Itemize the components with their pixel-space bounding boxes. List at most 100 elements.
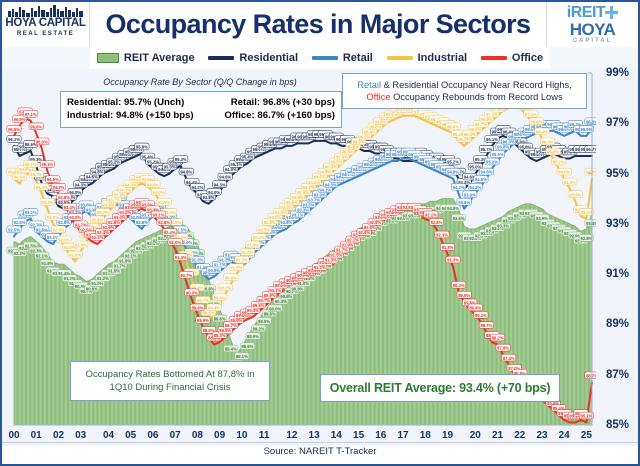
- x-axis-tick-label: 08: [191, 430, 203, 441]
- svg-text:96.0%: 96.0%: [353, 140, 365, 145]
- y-axis-tick-label: 85%: [606, 419, 630, 431]
- svg-text:95.1%: 95.1%: [41, 162, 53, 167]
- svg-text:95.2%: 95.2%: [447, 160, 459, 165]
- svg-text:95.8%: 95.8%: [497, 145, 509, 150]
- svg-text:92.2%: 92.2%: [14, 251, 26, 256]
- x-axis-tick-label: 14: [330, 430, 342, 441]
- svg-text:95.2%: 95.2%: [486, 160, 498, 165]
- svg-text:96.6%: 96.6%: [30, 124, 42, 129]
- svg-text:92.5%: 92.5%: [80, 228, 92, 233]
- legend-item-reit-average[interactable]: REIT Average: [96, 52, 195, 64]
- svg-text:95.7%: 95.7%: [480, 147, 492, 152]
- sector-row-1: Residential: 95.7% (Unch) Retail: 96.8% …: [67, 96, 335, 109]
- svg-text:94.5%: 94.5%: [47, 177, 59, 182]
- svg-text:95.0%: 95.0%: [469, 165, 481, 170]
- svg-text:93.1%: 93.1%: [153, 212, 165, 217]
- svg-text:94.3%: 94.3%: [214, 182, 226, 187]
- legend-item-office[interactable]: Office: [480, 52, 543, 64]
- svg-text:88.5%: 88.5%: [241, 344, 253, 349]
- x-axis-tick-label: 13: [308, 430, 320, 441]
- svg-text:94.0%: 94.0%: [447, 206, 459, 211]
- svg-text:92.5%: 92.5%: [25, 244, 37, 249]
- svg-text:94.6%: 94.6%: [86, 175, 98, 180]
- svg-text:89.8%: 89.8%: [264, 311, 276, 316]
- svg-text:93.0%: 93.0%: [69, 215, 81, 220]
- svg-text:92.8%: 92.8%: [108, 220, 120, 225]
- svg-text:93.9%: 93.9%: [569, 192, 581, 197]
- svg-text:96.0%: 96.0%: [503, 140, 515, 145]
- svg-text:94.1%: 94.1%: [319, 187, 331, 192]
- chart-legend: REIT Average Residential Retail Industrial O…: [90, 47, 550, 69]
- svg-text:94.2%: 94.2%: [53, 185, 65, 190]
- svg-text:93.2%: 93.2%: [97, 210, 109, 215]
- svg-text:91.2%: 91.2%: [303, 276, 315, 281]
- x-axis-tick-label: 04: [102, 430, 115, 441]
- svg-text:91.3%: 91.3%: [191, 258, 203, 263]
- overall-average-box: Overall REIT Average: 93.4% (+70 bps): [320, 374, 560, 402]
- note-line-1-rest: & Residential Occupancy Near Record High…: [381, 80, 572, 90]
- svg-text:93.5%: 93.5%: [141, 202, 153, 207]
- svg-text:92.8%: 92.8%: [58, 220, 70, 225]
- svg-text:92.5%: 92.5%: [53, 228, 65, 233]
- svg-text:96.3%: 96.3%: [453, 132, 465, 137]
- chart-subcaption: Occupancy Rate By Sector (Q/Q Change in …: [103, 77, 297, 87]
- svg-text:94.8%: 94.8%: [8, 170, 20, 175]
- note-line-2: Office Occupancy Rebounds from Record Lo…: [349, 91, 580, 103]
- y-axis-tick-label: 91%: [606, 268, 630, 281]
- svg-text:88.9%: 88.9%: [247, 334, 259, 339]
- svg-text:92.2%: 92.2%: [47, 235, 59, 240]
- svg-text:85.4%: 85.4%: [553, 406, 565, 411]
- note-office-word: Office: [366, 92, 391, 102]
- svg-text:93.1%: 93.1%: [425, 212, 437, 217]
- svg-text:92.2%: 92.2%: [253, 235, 265, 240]
- svg-text:93.2%: 93.2%: [69, 210, 81, 215]
- svg-text:96.8%: 96.8%: [375, 119, 387, 124]
- svg-text:89.7%: 89.7%: [197, 298, 209, 303]
- svg-text:95.2%: 95.2%: [330, 160, 342, 165]
- svg-text:96.0%: 96.0%: [36, 140, 48, 145]
- svg-text:94.7%: 94.7%: [30, 172, 42, 177]
- svg-text:89.1%: 89.1%: [475, 313, 487, 318]
- legend-item-industrial[interactable]: Industrial: [386, 52, 467, 64]
- svg-text:96.9%: 96.9%: [14, 117, 26, 122]
- x-axis-tick-label: 02: [52, 430, 65, 441]
- svg-text:88.7%: 88.7%: [225, 323, 237, 328]
- svg-text:89.4%: 89.4%: [469, 305, 481, 310]
- svg-text:93.4%: 93.4%: [64, 205, 76, 210]
- svg-text:96.7%: 96.7%: [475, 122, 487, 127]
- svg-text:95.4%: 95.4%: [241, 155, 253, 160]
- svg-text:92.4%: 92.4%: [164, 230, 176, 235]
- plot-region: 92.3%92.2%92.4%92.5%92.3%92.1%91.8%91.5%…: [6, 69, 596, 427]
- svg-text:85.1%: 85.1%: [581, 414, 593, 419]
- overall-average-text: Overall REIT Average: 93.4% (+70 bps): [329, 381, 551, 395]
- svg-text:93.9%: 93.9%: [114, 192, 126, 197]
- svg-text:91.3%: 91.3%: [219, 258, 231, 263]
- svg-text:94.9%: 94.9%: [225, 167, 237, 172]
- svg-text:95.0%: 95.0%: [325, 165, 337, 170]
- svg-text:94.8%: 94.8%: [180, 170, 192, 175]
- legend-item-residential[interactable]: Residential: [208, 52, 298, 64]
- svg-text:91.4%: 91.4%: [58, 271, 70, 276]
- svg-text:91.7%: 91.7%: [336, 248, 348, 253]
- occupancy-line-chart: 92.3%92.2%92.4%92.5%92.3%92.1%91.8%91.5%…: [6, 69, 596, 427]
- x-axis-tick-label: 09: [214, 430, 226, 441]
- svg-text:94.5%: 94.5%: [141, 177, 153, 182]
- svg-text:91.5%: 91.5%: [108, 269, 120, 274]
- svg-text:92.2%: 92.2%: [91, 235, 103, 240]
- svg-text:96.0%: 96.0%: [514, 140, 526, 145]
- svg-text:95.5%: 95.5%: [492, 152, 504, 157]
- svg-text:92.8%: 92.8%: [280, 220, 292, 225]
- legend-item-retail[interactable]: Retail: [311, 52, 373, 64]
- svg-text:90.1%: 90.1%: [269, 288, 281, 293]
- svg-text:93.7%: 93.7%: [308, 197, 320, 202]
- svg-text:93.8%: 93.8%: [58, 195, 70, 200]
- svg-text:97.1%: 97.1%: [525, 112, 537, 117]
- svg-text:86.8%: 86.8%: [514, 371, 526, 376]
- svg-text:91.0%: 91.0%: [230, 265, 242, 270]
- source-caption: Source: NAREIT T-Tracker: [2, 446, 638, 464]
- legend-swatch-line: [311, 56, 338, 60]
- x-axis-tick-label: 23: [536, 430, 548, 441]
- svg-text:89.4%: 89.4%: [208, 305, 220, 310]
- svg-text:93.5%: 93.5%: [103, 202, 115, 207]
- svg-text:95.1%: 95.1%: [25, 162, 37, 167]
